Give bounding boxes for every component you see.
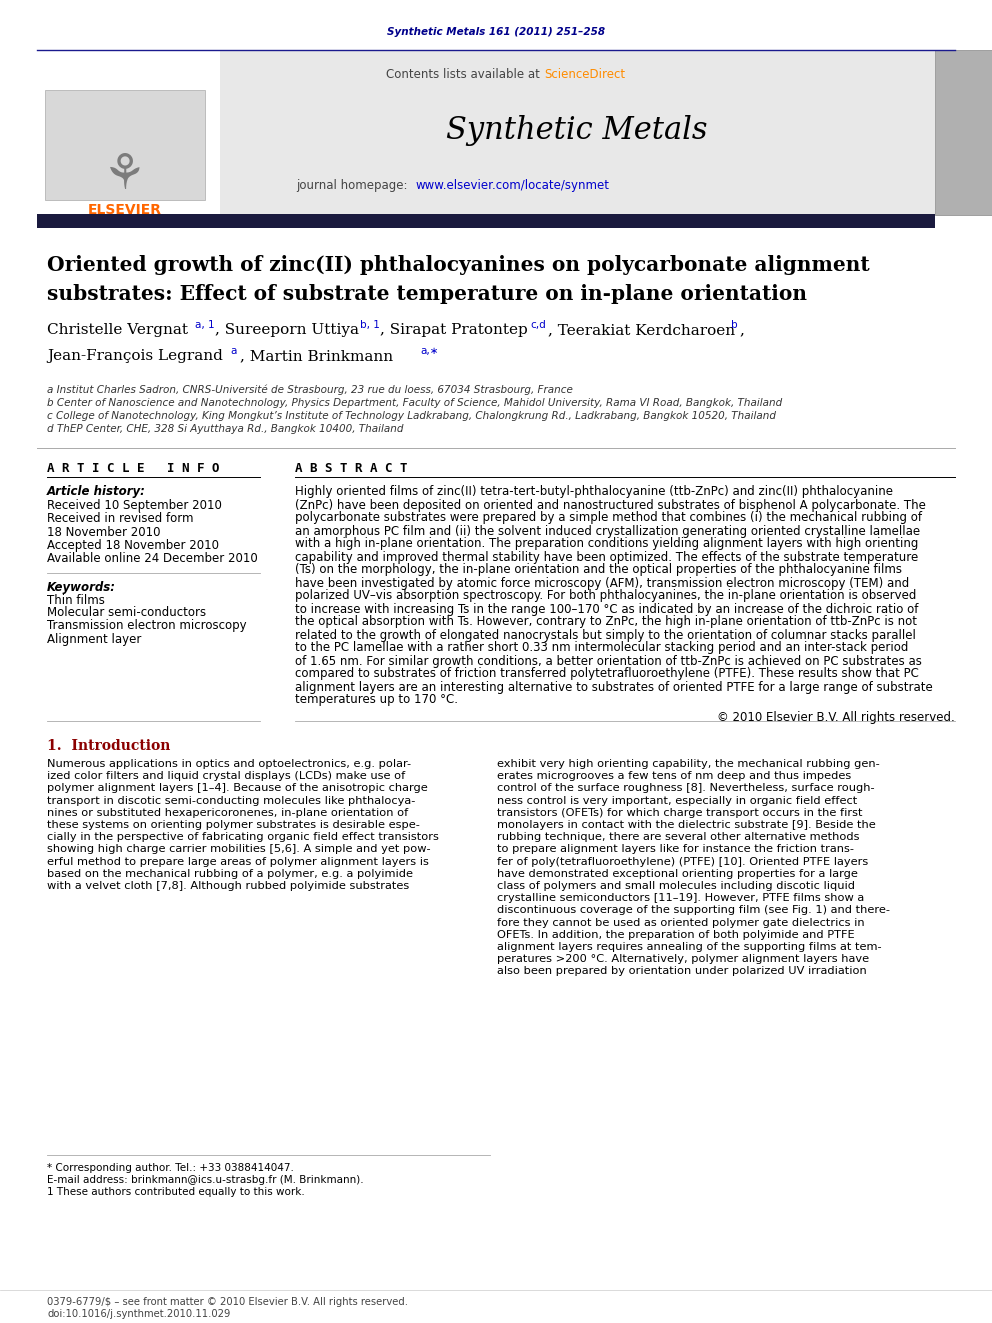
Text: these systems on orienting polymer substrates is desirable espe-: these systems on orienting polymer subst…	[47, 820, 420, 830]
Text: to prepare alignment layers like for instance the friction trans-: to prepare alignment layers like for ins…	[497, 844, 854, 855]
Bar	[37, 214, 935, 228]
Text: c College of Nanotechnology, King Mongkut’s Institute of Technology Ladkrabang, : c College of Nanotechnology, King Mongku…	[47, 411, 776, 421]
Text: Molecular semi-conductors: Molecular semi-conductors	[47, 606, 206, 619]
Text: a, 1: a, 1	[195, 320, 214, 329]
Text: have demonstrated exceptional orienting properties for a large: have demonstrated exceptional orienting …	[497, 869, 858, 878]
Text: erful method to prepare large areas of polymer alignment layers is: erful method to prepare large areas of p…	[47, 856, 429, 867]
Text: b: b	[731, 320, 738, 329]
Text: rubbing technique, there are several other alternative methods: rubbing technique, there are several oth…	[497, 832, 859, 843]
Text: also been prepared by orientation under polarized UV irradiation: also been prepared by orientation under …	[497, 966, 867, 976]
Text: cially in the perspective of fabricating organic field effect transistors: cially in the perspective of fabricating…	[47, 832, 438, 843]
Text: erates microgrooves a few tens of nm deep and thus impedes: erates microgrooves a few tens of nm dee…	[497, 771, 851, 781]
Text: compared to substrates of friction transferred polytetrafluoroethylene (PTFE). T: compared to substrates of friction trans…	[295, 668, 919, 680]
Text: an amorphous PC film and (ii) the solvent induced crystallization generating ori: an amorphous PC film and (ii) the solven…	[295, 524, 921, 537]
Bar	[37, 50, 220, 216]
Text: polymer alignment layers [1–4]. Because of the anisotropic charge: polymer alignment layers [1–4]. Because …	[47, 783, 428, 794]
Text: Keywords:: Keywords:	[47, 581, 116, 594]
Text: fore they cannot be used as oriented polymer gate dielectrics in: fore they cannot be used as oriented pol…	[497, 918, 865, 927]
Text: ized color filters and liquid crystal displays (LCDs) make use of: ized color filters and liquid crystal di…	[47, 771, 406, 781]
Text: © 2010 Elsevier B.V. All rights reserved.: © 2010 Elsevier B.V. All rights reserved…	[717, 710, 955, 724]
Text: control of the surface roughness [8]. Nevertheless, surface rough-: control of the surface roughness [8]. Ne…	[497, 783, 875, 794]
Text: a: a	[230, 347, 236, 356]
Text: with a high in-plane orientation. The preparation conditions yielding alignment : with a high in-plane orientation. The pr…	[295, 537, 919, 550]
Text: ,: ,	[739, 323, 744, 337]
Text: ⚘: ⚘	[103, 151, 147, 198]
Text: 0379-6779/$ – see front matter © 2010 Elsevier B.V. All rights reserved.: 0379-6779/$ – see front matter © 2010 El…	[47, 1297, 408, 1307]
Text: Alignment layer: Alignment layer	[47, 632, 142, 646]
Text: fer of poly(tetrafluoroethylene) (PTFE) [10]. Oriented PTFE layers: fer of poly(tetrafluoroethylene) (PTFE) …	[497, 856, 868, 867]
Text: discontinuous coverage of the supporting film (see Fig. 1) and there-: discontinuous coverage of the supporting…	[497, 905, 890, 916]
Text: Synthetic Metals: Synthetic Metals	[446, 115, 707, 146]
Text: Synthetic Metals 161 (2011) 251–258: Synthetic Metals 161 (2011) 251–258	[387, 26, 605, 37]
Text: ELSEVIER: ELSEVIER	[88, 202, 162, 217]
Text: Article history:: Article history:	[47, 486, 146, 499]
Text: with a velvet cloth [7,8]. Although rubbed polyimide substrates: with a velvet cloth [7,8]. Although rubb…	[47, 881, 410, 890]
Bar	[220, 50, 935, 216]
Text: Accepted 18 November 2010: Accepted 18 November 2010	[47, 538, 219, 552]
Text: doi:10.1016/j.synthmet.2010.11.029: doi:10.1016/j.synthmet.2010.11.029	[47, 1308, 230, 1319]
Text: exhibit very high orienting capability, the mechanical rubbing gen-: exhibit very high orienting capability, …	[497, 759, 880, 769]
Text: transport in discotic semi-conducting molecules like phthalocya-: transport in discotic semi-conducting mo…	[47, 795, 416, 806]
Text: Jean-François Legrand: Jean-François Legrand	[47, 349, 223, 363]
Text: 1 These authors contributed equally to this work.: 1 These authors contributed equally to t…	[47, 1187, 305, 1197]
Text: (ZnPc) have been deposited on oriented and nanostructured substrates of bispheno: (ZnPc) have been deposited on oriented a…	[295, 499, 926, 512]
Text: Christelle Vergnat: Christelle Vergnat	[47, 323, 188, 337]
Text: Available online 24 December 2010: Available online 24 December 2010	[47, 552, 258, 565]
Text: Transmission electron microscopy: Transmission electron microscopy	[47, 619, 247, 632]
Text: to increase with increasing Ts in the range 100–170 °C as indicated by an increa: to increase with increasing Ts in the ra…	[295, 602, 919, 615]
Text: ScienceDirect: ScienceDirect	[544, 69, 625, 82]
Text: * Corresponding author. Tel.: +33 0388414047.: * Corresponding author. Tel.: +33 038841…	[47, 1163, 294, 1174]
Text: A B S T R A C T: A B S T R A C T	[295, 462, 408, 475]
Text: class of polymers and small molecules including discotic liquid: class of polymers and small molecules in…	[497, 881, 855, 890]
Text: polarized UV–vis absorption spectroscopy. For both phthalocyanines, the in-plane: polarized UV–vis absorption spectroscopy…	[295, 590, 917, 602]
Text: , Sirapat Pratontep: , Sirapat Pratontep	[380, 323, 528, 337]
Text: c,d: c,d	[530, 320, 546, 329]
Text: capability and improved thermal stability have been optimized. The effects of th: capability and improved thermal stabilit…	[295, 550, 919, 564]
Bar	[935, 50, 992, 216]
Text: www.elsevier.com/locate/synmet: www.elsevier.com/locate/synmet	[415, 179, 609, 192]
Text: , Martin Brinkmann: , Martin Brinkmann	[240, 349, 393, 363]
Text: showing high charge carrier mobilities [5,6]. A simple and yet pow-: showing high charge carrier mobilities […	[47, 844, 431, 855]
Text: b Center of Nanoscience and Nanotechnology, Physics Department, Faculty of Scien: b Center of Nanoscience and Nanotechnolo…	[47, 398, 783, 407]
Text: OFETs. In addition, the preparation of both polyimide and PTFE: OFETs. In addition, the preparation of b…	[497, 930, 855, 939]
Text: , Sureeporn Uttiya: , Sureeporn Uttiya	[215, 323, 359, 337]
Text: journal homepage:: journal homepage:	[296, 179, 415, 192]
Text: have been investigated by atomic force microscopy (AFM), transmission electron m: have been investigated by atomic force m…	[295, 577, 910, 590]
Text: , Teerakiat Kerdcharoen: , Teerakiat Kerdcharoen	[548, 323, 735, 337]
Text: based on the mechanical rubbing of a polymer, e.g. a polyimide: based on the mechanical rubbing of a pol…	[47, 869, 413, 878]
Text: b, 1: b, 1	[360, 320, 380, 329]
Text: (Ts) on the morphology, the in-plane orientation and the optical properties of t: (Ts) on the morphology, the in-plane ori…	[295, 564, 902, 577]
Text: E-mail address: brinkmann@ics.u-strasbg.fr (M. Brinkmann).: E-mail address: brinkmann@ics.u-strasbg.…	[47, 1175, 364, 1185]
Text: d ThEP Center, CHE, 328 Si Ayutthaya Rd., Bangkok 10400, Thailand: d ThEP Center, CHE, 328 Si Ayutthaya Rd.…	[47, 423, 404, 434]
Text: peratures >200 °C. Alternatively, polymer alignment layers have: peratures >200 °C. Alternatively, polyme…	[497, 954, 869, 964]
Text: substrates: Effect of substrate temperature on in-plane orientation: substrates: Effect of substrate temperat…	[47, 284, 807, 304]
Text: related to the growth of elongated nanocrystals but simply to the orientation of: related to the growth of elongated nanoc…	[295, 628, 916, 642]
Text: Numerous applications in optics and optoelectronics, e.g. polar-: Numerous applications in optics and opto…	[47, 759, 411, 769]
Text: temperatures up to 170 °C.: temperatures up to 170 °C.	[295, 693, 458, 706]
Text: Received in revised form: Received in revised form	[47, 512, 193, 525]
Text: transistors (OFETs) for which charge transport occurs in the first: transistors (OFETs) for which charge tra…	[497, 808, 862, 818]
Text: 1.  Introduction: 1. Introduction	[47, 740, 171, 753]
Text: 18 November 2010: 18 November 2010	[47, 525, 161, 538]
Bar	[45, 90, 205, 200]
Text: a Institut Charles Sadron, CNRS-Université de Strasbourg, 23 rue du loess, 67034: a Institut Charles Sadron, CNRS-Universi…	[47, 385, 572, 396]
Text: Received 10 September 2010: Received 10 September 2010	[47, 500, 222, 512]
Text: ness control is very important, especially in organic field effect: ness control is very important, especial…	[497, 795, 857, 806]
Text: monolayers in contact with the dielectric substrate [9]. Beside the: monolayers in contact with the dielectri…	[497, 820, 876, 830]
Text: the optical absorption with Ts. However, contrary to ZnPc, the high in-plane ori: the optical absorption with Ts. However,…	[295, 615, 917, 628]
Text: alignment layers are an interesting alternative to substrates of oriented PTFE f: alignment layers are an interesting alte…	[295, 680, 932, 693]
Text: A R T I C L E   I N F O: A R T I C L E I N F O	[47, 462, 219, 475]
Text: polycarbonate substrates were prepared by a simple method that combines (i) the : polycarbonate substrates were prepared b…	[295, 512, 922, 524]
Text: a,∗: a,∗	[420, 347, 438, 356]
Text: Oriented growth of zinc(II) phthalocyanines on polycarbonate alignment: Oriented growth of zinc(II) phthalocyani…	[47, 255, 870, 275]
Text: of 1.65 nm. For similar growth conditions, a better orientation of ttb-ZnPc is a: of 1.65 nm. For similar growth condition…	[295, 655, 922, 668]
Text: Thin films: Thin films	[47, 594, 105, 606]
Text: Contents lists available at: Contents lists available at	[386, 69, 544, 82]
Text: alignment layers requires annealing of the supporting films at tem-: alignment layers requires annealing of t…	[497, 942, 882, 953]
Text: to the PC lamellae with a rather short 0.33 nm intermolecular stacking period an: to the PC lamellae with a rather short 0…	[295, 642, 909, 655]
Text: crystalline semiconductors [11–19]. However, PTFE films show a: crystalline semiconductors [11–19]. Howe…	[497, 893, 864, 904]
Text: Highly oriented films of zinc(II) tetra-tert-butyl-phthalocyanine (ttb-ZnPc) and: Highly oriented films of zinc(II) tetra-…	[295, 486, 893, 499]
Text: nines or substituted hexapericoronenes, in-plane orientation of: nines or substituted hexapericoronenes, …	[47, 808, 409, 818]
